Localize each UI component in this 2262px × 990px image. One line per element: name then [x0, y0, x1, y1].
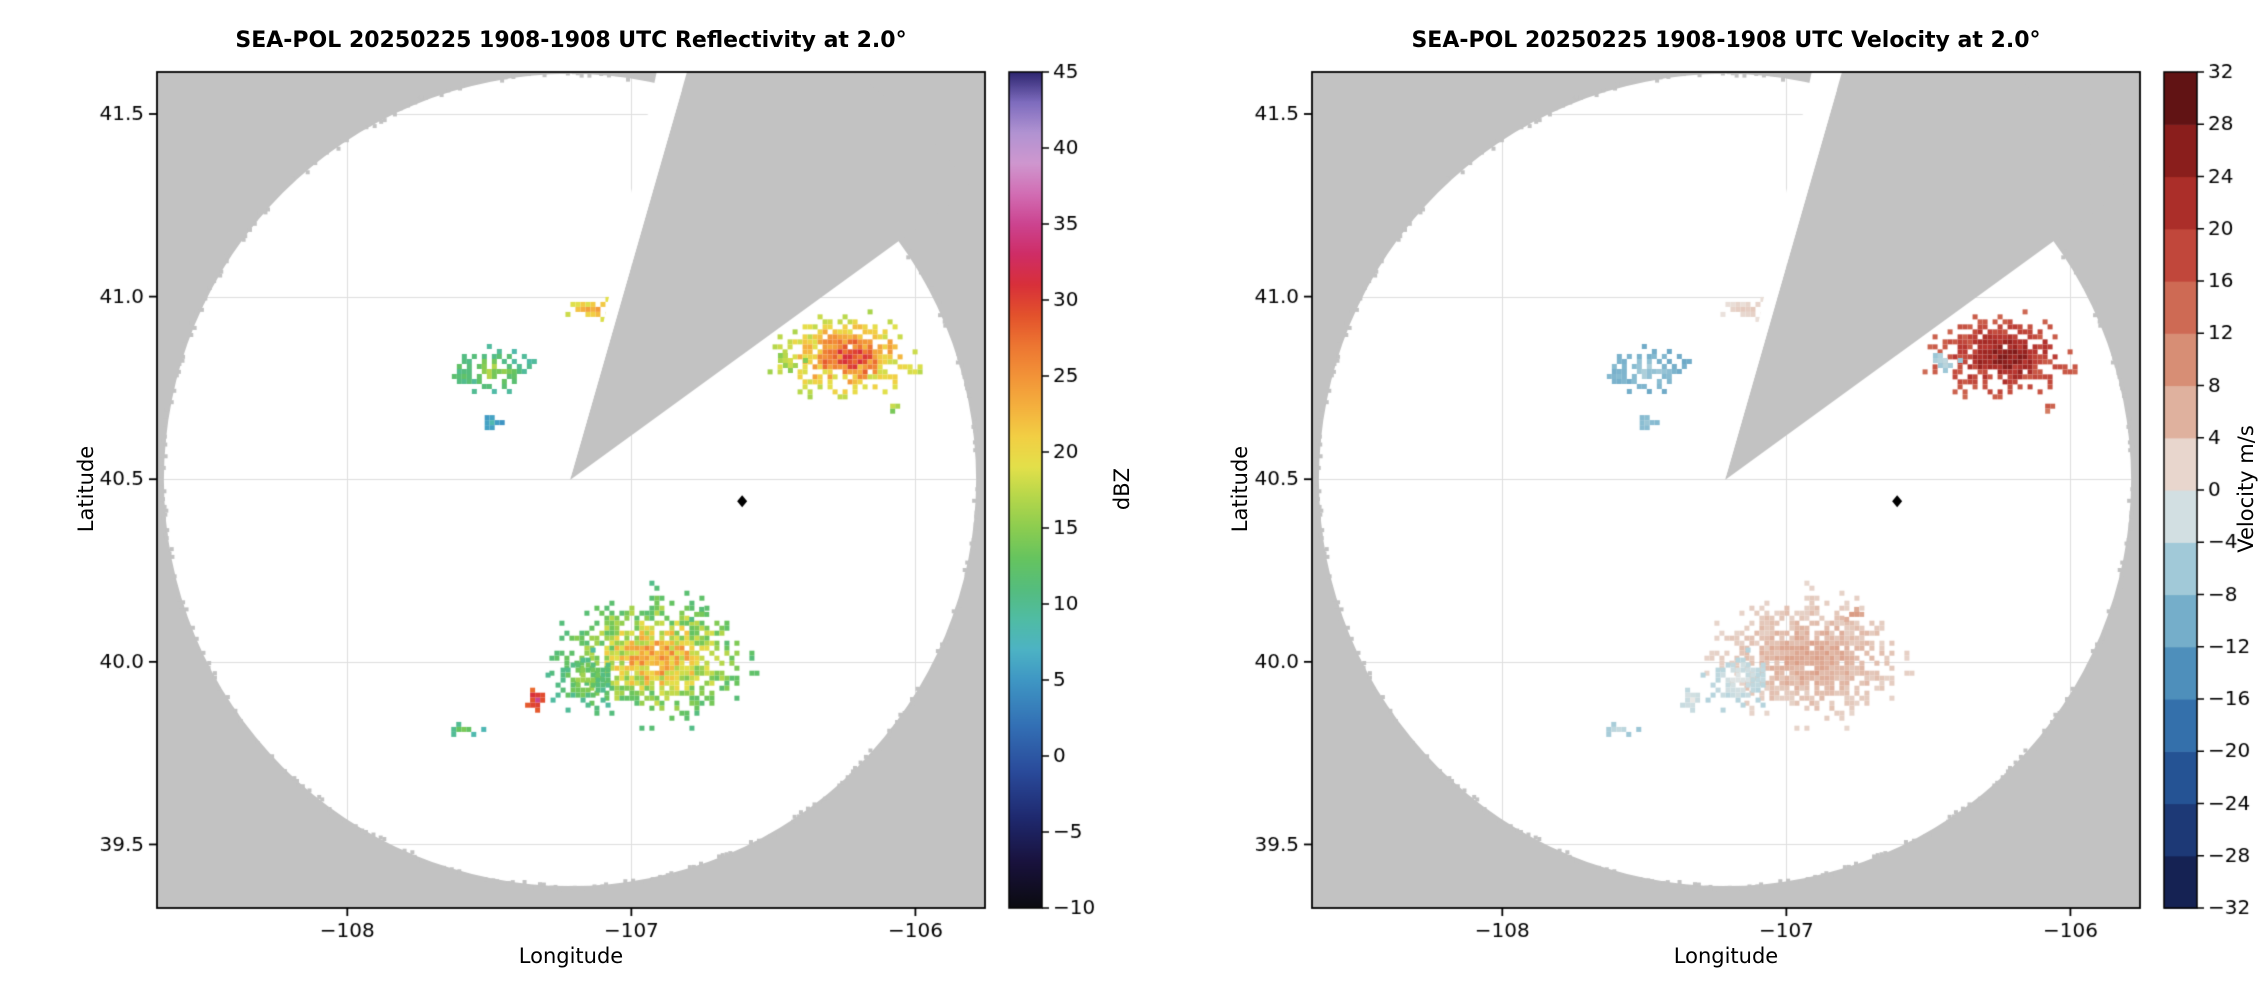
reflectivity-xaxis-label: Longitude	[518, 944, 624, 968]
velocity-yaxis-label: Latitude	[1228, 445, 1252, 533]
reflectivity-yaxis-label: Latitude	[74, 445, 98, 533]
velocity-colorbar-label: Velocity m/s	[2234, 425, 2258, 553]
velocity-xaxis-label: Longitude	[1673, 944, 1779, 968]
reflectivity-colorbar-label: dBZ	[1110, 467, 1134, 511]
velocity-panel-title: SEA-POL 20250225 1908-1908 UTC Velocity …	[1411, 28, 2041, 53]
reflectivity-panel-title: SEA-POL 20250225 1908-1908 UTC Reflectiv…	[235, 28, 907, 53]
